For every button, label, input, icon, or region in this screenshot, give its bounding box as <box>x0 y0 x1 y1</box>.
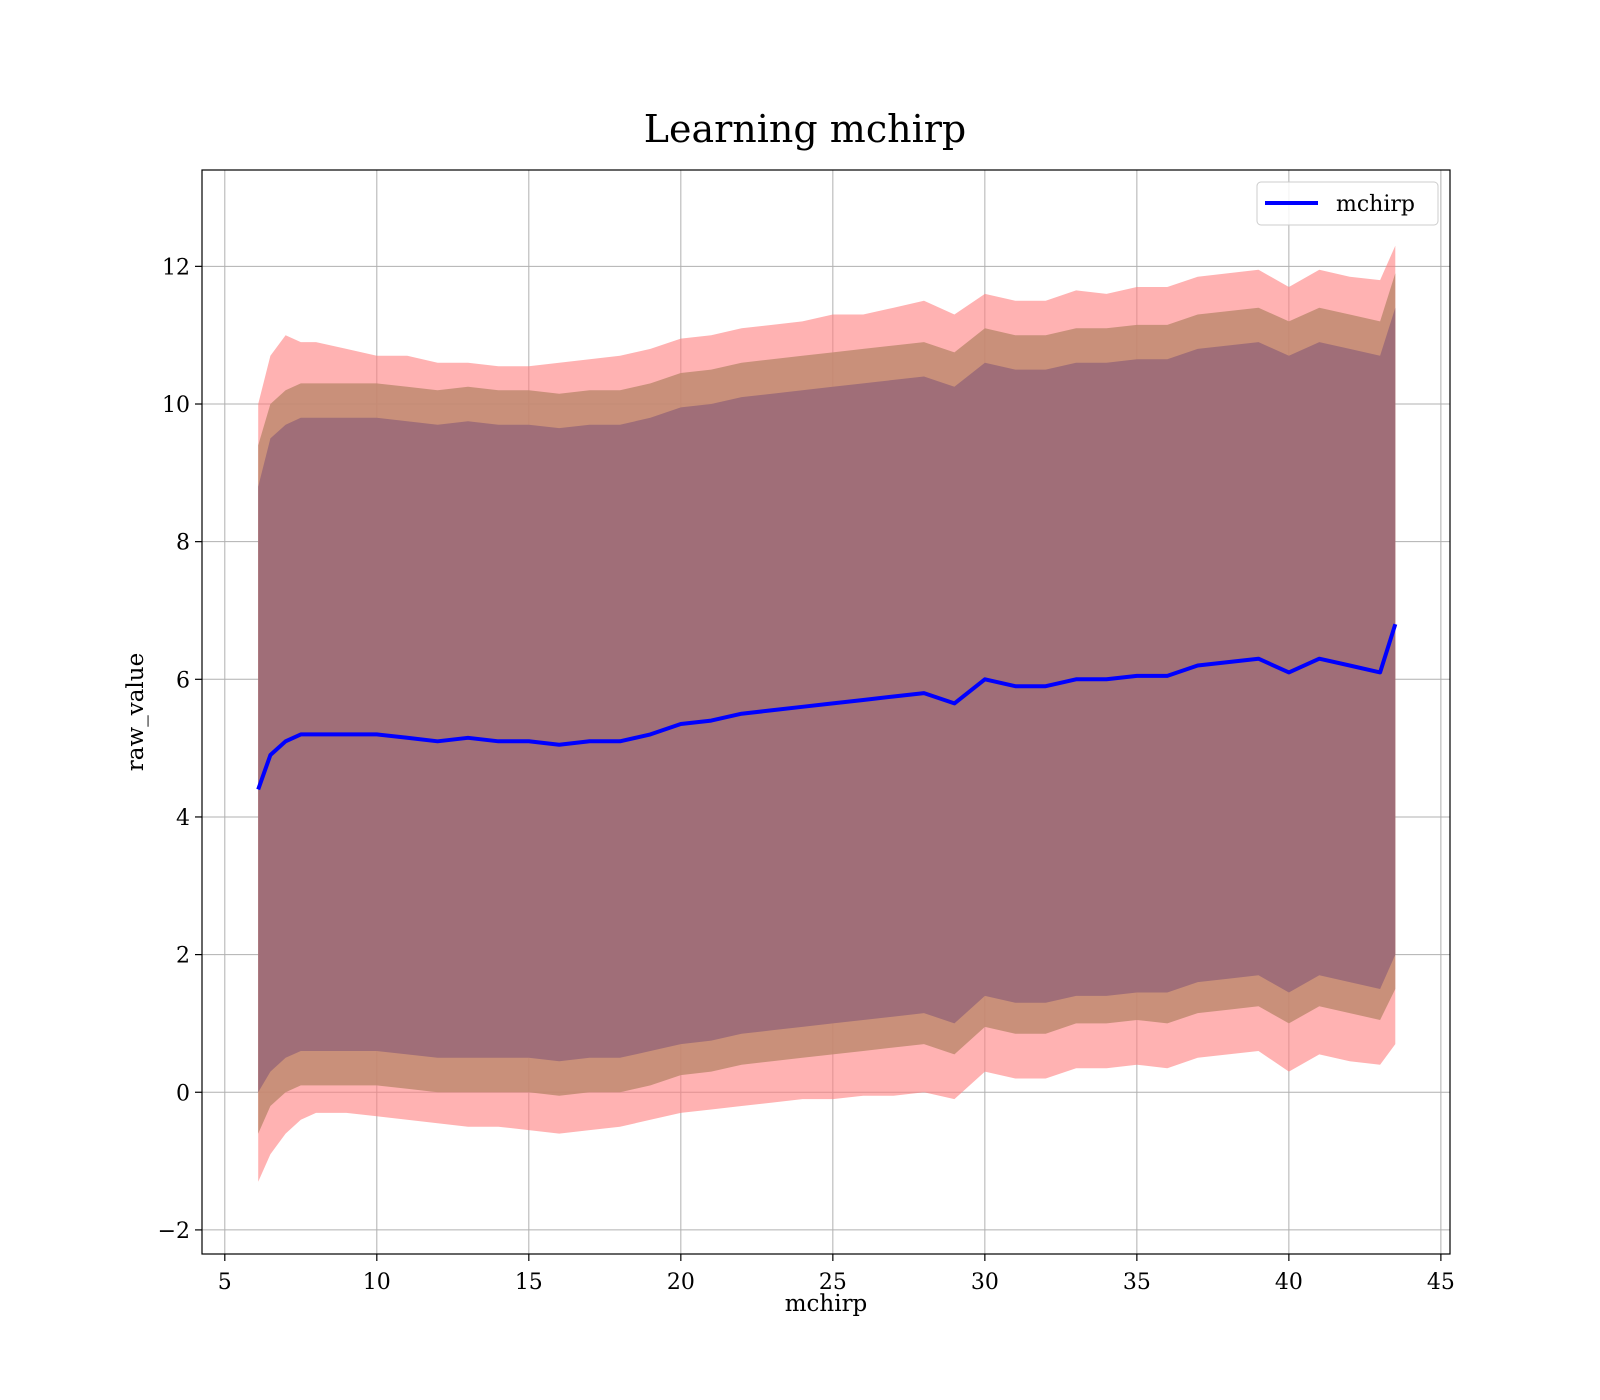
y-tick-label: 8 <box>176 531 190 556</box>
legend-label: mchirp <box>1336 192 1415 217</box>
legend[interactable]: mchirp <box>1256 181 1439 226</box>
x-tick-label: 35 <box>1123 1270 1151 1295</box>
confidence-bands <box>258 245 1396 1182</box>
chart-title: Learning mchirp <box>644 107 966 151</box>
x-axis-ticks: 5 10 15 20 25 30 35 40 45 <box>218 1254 1455 1295</box>
y-tick-label: 0 <box>176 1081 190 1106</box>
legend-box <box>1256 181 1439 226</box>
y-axis-label: raw_value <box>123 653 149 771</box>
series-line-mchirp <box>256 623 1398 791</box>
y-tick-label: 6 <box>176 668 190 693</box>
series-lines <box>256 623 1398 791</box>
x-tick-label: 20 <box>667 1270 695 1295</box>
x-tick-label: 30 <box>971 1270 999 1295</box>
x-tick-label: 40 <box>1275 1270 1303 1295</box>
plot-frame <box>201 169 1451 1255</box>
y-tick-label: 2 <box>176 944 190 969</box>
y-tick-label: 12 <box>162 255 190 280</box>
x-tick-label: 10 <box>363 1270 391 1295</box>
confidence-band-3 <box>258 307 1396 1093</box>
x-tick-label: 15 <box>515 1270 543 1295</box>
x-axis-label: mchirp <box>785 1291 868 1317</box>
x-tick-label: 25 <box>819 1270 847 1295</box>
y-tick-label: 4 <box>176 806 190 831</box>
x-tick-label: 45 <box>1427 1270 1455 1295</box>
y-tick-label: −2 <box>158 1219 190 1244</box>
y-axis-ticks: −2 0 2 4 6 8 10 12 <box>158 255 202 1244</box>
x-tick-label: 5 <box>218 1270 232 1295</box>
y-tick-label: 10 <box>162 393 190 418</box>
